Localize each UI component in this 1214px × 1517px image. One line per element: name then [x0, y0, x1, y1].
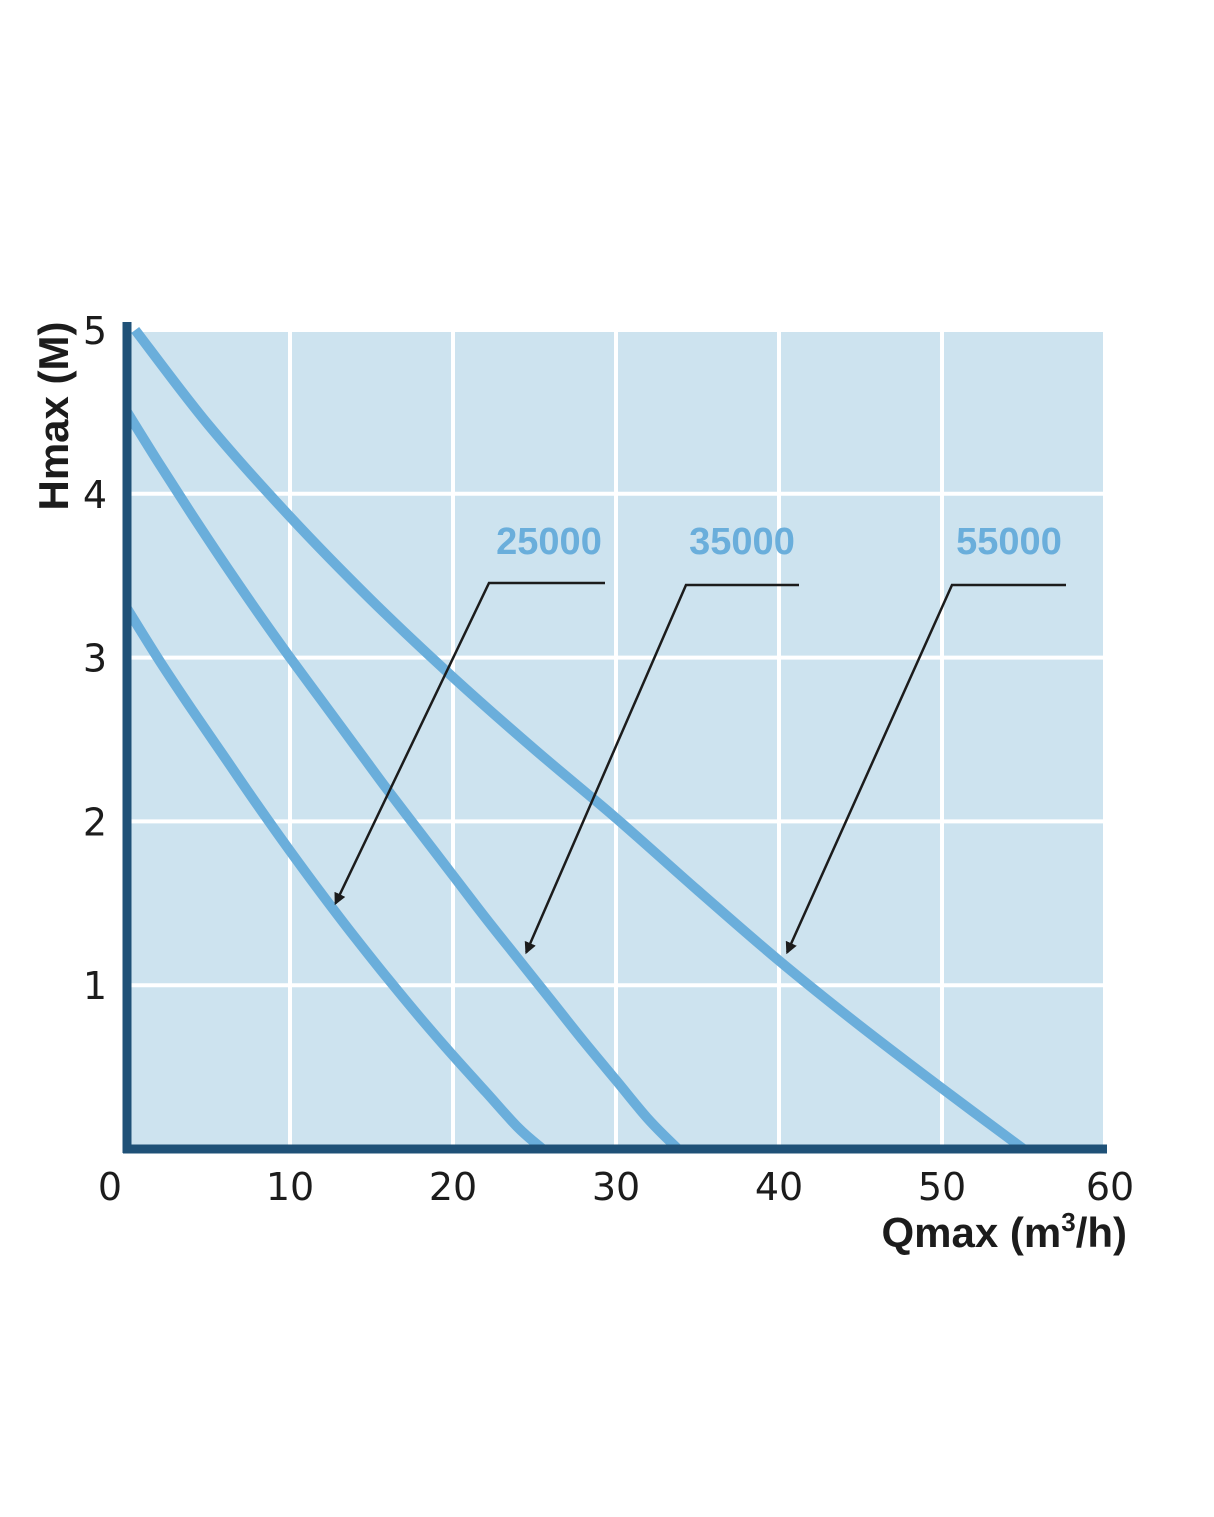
y-tick-label-1: 1 — [83, 964, 107, 1008]
series-label-25000: 25000 — [496, 521, 602, 563]
y-tick-label-3: 3 — [83, 637, 107, 681]
x-tick-label-20: 20 — [429, 1165, 477, 1209]
callout-arrow-35000 — [524, 583, 799, 955]
series-curve-55000 — [131, 326, 1027, 1154]
x-tick-label-0: 0 — [98, 1165, 122, 1209]
callout-arrow-25000 — [334, 581, 605, 906]
x-tick-label-30: 30 — [592, 1165, 640, 1209]
series-label-35000: 35000 — [689, 521, 795, 563]
y-axis-title: Hmax (M) — [30, 321, 77, 510]
y-tick-labels: 1 2 3 4 5 — [83, 309, 107, 1008]
x-tick-label-40: 40 — [755, 1165, 803, 1209]
series-curve-25000 — [122, 605, 546, 1153]
x-tick-label-10: 10 — [266, 1165, 314, 1209]
y-tick-label-2: 2 — [83, 800, 107, 844]
x-tick-label-50: 50 — [918, 1165, 966, 1209]
y-tick-label-5: 5 — [83, 309, 107, 353]
series-curve-35000 — [122, 409, 682, 1153]
callout-arrow-55000 — [785, 583, 1066, 955]
y-tick-label-4: 4 — [83, 473, 107, 517]
x-tick-label-60: 60 — [1086, 1165, 1134, 1209]
series-label-55000: 55000 — [956, 521, 1062, 563]
x-tick-labels: 0 10 20 30 40 50 60 — [98, 1165, 1134, 1209]
series-callouts: 25000 35000 55000 — [334, 521, 1066, 955]
series-curves — [122, 326, 1027, 1154]
x-axis-title: Qmax (m3/h) — [881, 1207, 1127, 1256]
